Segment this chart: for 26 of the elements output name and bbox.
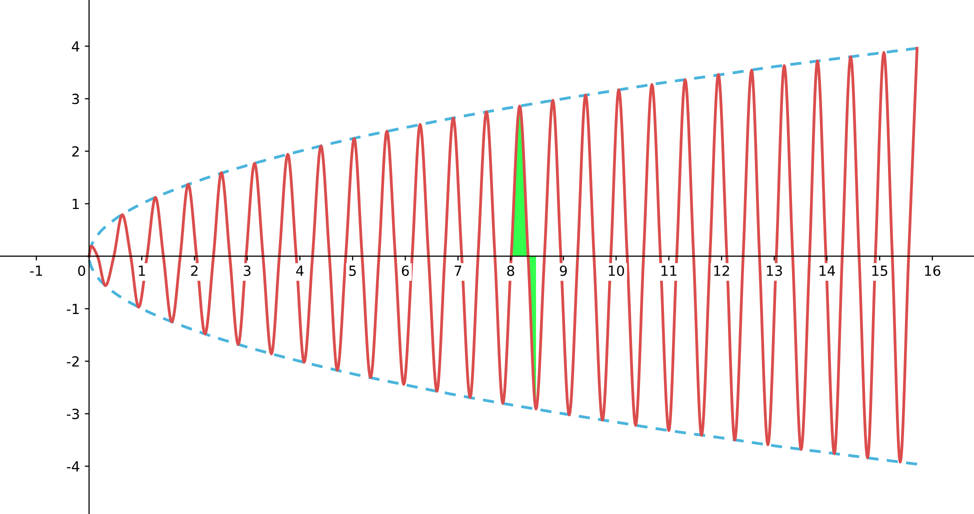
x-tick-label: 13 bbox=[766, 265, 782, 276]
x-tick-label: 14 bbox=[820, 266, 836, 276]
y-tick-label: 4 bbox=[72, 41, 80, 52]
x-tick-label: 4 bbox=[296, 266, 304, 276]
x-tick-label: -1 bbox=[30, 266, 42, 276]
y-tick-label: 1 bbox=[72, 198, 79, 209]
x-tick-label: 0 bbox=[78, 265, 86, 276]
y-tick-label: -4 bbox=[66, 461, 80, 472]
y-tick-label: 2 bbox=[72, 146, 79, 156]
y-tick-label: -1 bbox=[66, 304, 79, 314]
x-tick-label: 15 bbox=[872, 266, 888, 276]
x-tick-label: 7 bbox=[454, 266, 462, 276]
x-tick-label: 11 bbox=[662, 266, 676, 276]
x-tick-label: 2 bbox=[191, 265, 198, 276]
x-tick-label: 6 bbox=[402, 265, 409, 276]
y-tick-label: -3 bbox=[66, 408, 79, 420]
x-tick-label: 3 bbox=[244, 265, 250, 276]
x-tick-label: 12 bbox=[714, 265, 729, 276]
x-tick-label: 9 bbox=[560, 265, 567, 276]
x-tick-label: 10 bbox=[608, 265, 624, 276]
x-tick-label: 16 bbox=[925, 265, 940, 276]
x-tick-label: 5 bbox=[349, 266, 356, 276]
x-tick-label: 8 bbox=[507, 265, 514, 276]
y-tick-label: 3 bbox=[72, 94, 79, 104]
y-tick-label: -2 bbox=[66, 356, 79, 366]
x-tick-label: 1 bbox=[138, 266, 145, 276]
